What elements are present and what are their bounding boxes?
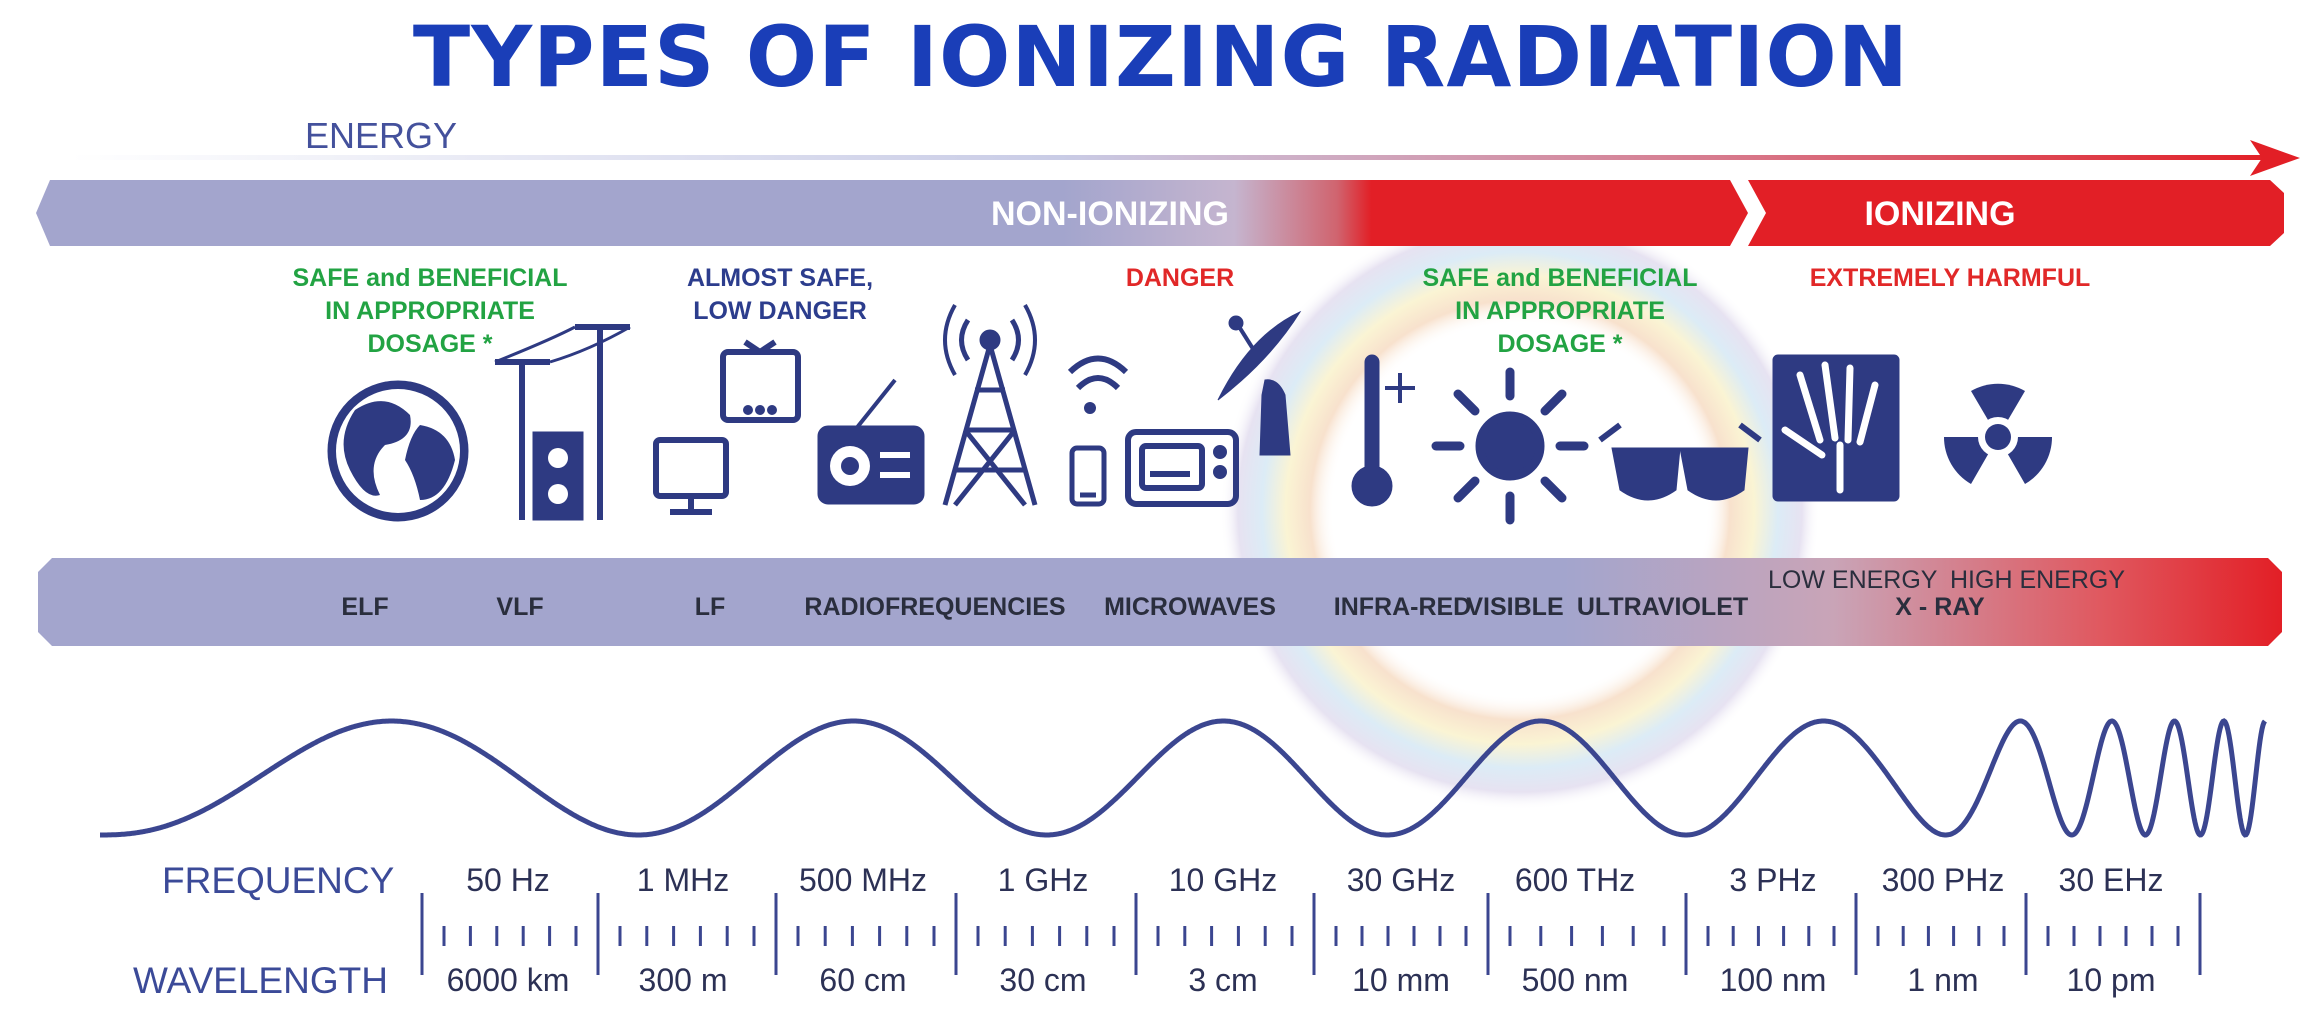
frequency-value: 300 PHz [1881, 862, 2005, 898]
wavelength-value: 60 cm [819, 962, 907, 998]
frequency-value: 30 EHz [2058, 862, 2164, 898]
spectrum-band [38, 558, 2282, 646]
radio-icon [817, 378, 925, 505]
wifi-icon [1067, 355, 1129, 414]
power-pole-icon [494, 324, 631, 520]
satellite-dish-icon [1217, 310, 1302, 456]
frequency-value: 3 PHz [1729, 862, 1817, 898]
frequency-value: 1 MHz [636, 862, 730, 898]
microwave-oven-icon [1125, 429, 1239, 507]
safe-beneficial-note-left: SAFE and BENEFICIAL IN APPROPRIATE DOSAGE … [292, 264, 568, 358]
energy-arrow-head [2250, 140, 2300, 176]
wavelength-value: 100 nm [1719, 962, 1827, 998]
tv-icon [720, 339, 801, 423]
non-ionizing-band [36, 180, 1748, 246]
spectrum-microwaves: MICROWAVES [1104, 593, 1276, 621]
frequency-value: 10 GHz [1168, 862, 1278, 898]
wavelength-value: 1 nm [1907, 962, 1979, 998]
spectrum-infra-red: INFRA-RED [1333, 593, 1472, 621]
non-ionizing-label: NON-IONIZING [991, 195, 1229, 233]
xray-hand-icon [1772, 354, 1900, 502]
wavelength-value: 500 nm [1521, 962, 1629, 998]
danger-note: DANGER [1125, 264, 1235, 292]
frequency-value: 50 Hz [466, 862, 550, 898]
wave-line [100, 718, 2267, 838]
wavelength-value: 6000 km [446, 962, 570, 998]
radiation-icon [1943, 383, 2053, 484]
spectrum-vlf: VLF [496, 593, 544, 621]
page-title: TYPES OF IONIZING RADIATION [412, 8, 1910, 106]
frequency-value: 1 GHz [997, 862, 1089, 898]
earth-icon [327, 380, 469, 522]
power-outlet-icon [532, 431, 584, 521]
ionizing-label: IONIZING [1864, 195, 2016, 233]
thermometer-icon [1351, 354, 1415, 507]
wavelength-value: 30 cm [999, 962, 1087, 998]
xray-low-energy: LOW ENERGY [1768, 566, 1938, 594]
scale-ticks [420, 893, 2202, 975]
frequency-value: 500 MHz [798, 862, 928, 898]
extremely-harmful-note: EXTREMELY HARMFUL [1809, 264, 2091, 292]
frequency-value: 600 THz [1514, 862, 1636, 898]
ionizing-band [1748, 180, 2284, 246]
spectrum-visible: VISIBLE [1466, 593, 1564, 621]
monitor-icon [653, 437, 729, 515]
frequency-title: FREQUENCY [162, 860, 395, 901]
xray-label: X - RAY [1895, 593, 1985, 621]
wavelength-value: 10 pm [2066, 962, 2156, 998]
phone-icon [1069, 445, 1107, 507]
wavelength-value: 3 cm [1188, 962, 1258, 998]
sunglasses-icon [1598, 422, 1762, 501]
xray-high-energy: HIGH ENERGY [1950, 566, 2126, 594]
spectrum-elf: ELF [341, 593, 389, 621]
spectrum-lf: LF [694, 593, 726, 621]
energy-label: ENERGY [305, 115, 458, 156]
frequency-value: 30 GHz [1346, 862, 1456, 898]
safe-beneficial-note-right: SAFE and BENEFICIAL IN APPROPRIATE DOSAGE … [1422, 264, 1698, 358]
wavelength-title: WAVELENGTH [133, 960, 388, 1001]
wavelength-value: 10 mm [1352, 962, 1450, 998]
wavelength-value: 300 m [638, 962, 728, 998]
almost-safe-note: ALMOST SAFE, LOW DANGER [686, 264, 874, 325]
radio-tower-icon [942, 304, 1038, 507]
sun-icon [1431, 367, 1589, 525]
energy-arrow-line [70, 155, 2270, 160]
spectrum-ultraviolet: ULTRAVIOLET [1576, 593, 1749, 621]
spectrum-radiofrequencies: RADIOFREQUENCIES [804, 593, 1066, 621]
